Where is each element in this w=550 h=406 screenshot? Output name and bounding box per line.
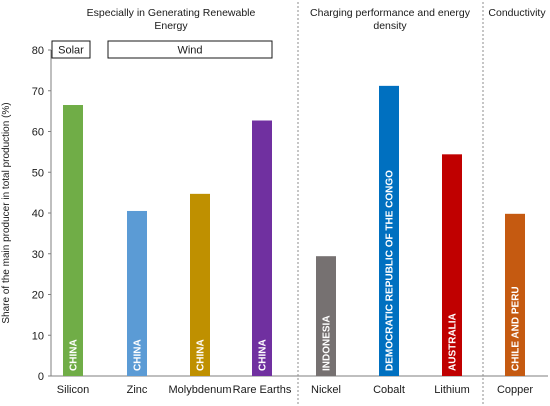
x-category-label: Molybdenum [169, 384, 232, 396]
bar-producer-label: INDONESIA [322, 315, 333, 371]
bar [316, 256, 336, 376]
group-label: Wind [177, 45, 202, 57]
section-title: Charging performance and energy [310, 7, 471, 19]
x-category-label: Cobalt [373, 384, 405, 396]
bar [127, 210, 147, 376]
x-category-label: Lithium [434, 384, 469, 396]
bar [442, 154, 462, 376]
bar-producer-label: CHINA [69, 339, 80, 371]
bar-producer-label: CHINA [258, 339, 269, 371]
section-title: Conductivity [488, 7, 546, 19]
y-tick-label: 40 [32, 208, 44, 220]
y-tick-label: 60 [32, 127, 44, 139]
group-label: Solar [58, 45, 84, 57]
bar [190, 193, 210, 376]
section-title: Energy [154, 20, 188, 32]
section-title: Especially in Generating Renewable [87, 7, 256, 19]
bar [63, 105, 83, 376]
bar [252, 120, 272, 376]
y-tick-label: 0 [38, 371, 44, 383]
section-title: density [373, 20, 407, 32]
bar [379, 85, 399, 377]
y-tick-label: 20 [32, 290, 44, 302]
x-category-label: Nickel [311, 384, 341, 396]
y-tick-label: 30 [32, 249, 44, 261]
x-category-label: Copper [497, 384, 533, 396]
x-category-label: Rare Earths [233, 384, 292, 396]
y-axis-title: Share of the main producer in total prod… [1, 102, 12, 323]
y-tick-label: 70 [32, 86, 44, 98]
group-box [107, 40, 273, 59]
x-category-label: Zinc [127, 384, 148, 396]
bar [505, 213, 525, 376]
x-category-label: Silicon [57, 384, 89, 396]
group-box [51, 40, 91, 59]
bar-producer-label: DEMOCRATIC REPUBLIC OF THE CONGO [385, 170, 396, 371]
bar-producer-label: CHINA [133, 339, 144, 371]
y-tick-label: 50 [32, 167, 44, 179]
y-tick-label: 10 [32, 330, 44, 342]
y-tick-label: 80 [32, 45, 44, 57]
bar-producer-label: AUSTRALIA [448, 313, 459, 371]
bar-producer-label: CHILE AND PERU [511, 286, 522, 371]
bar-producer-label: CHINA [196, 339, 207, 371]
